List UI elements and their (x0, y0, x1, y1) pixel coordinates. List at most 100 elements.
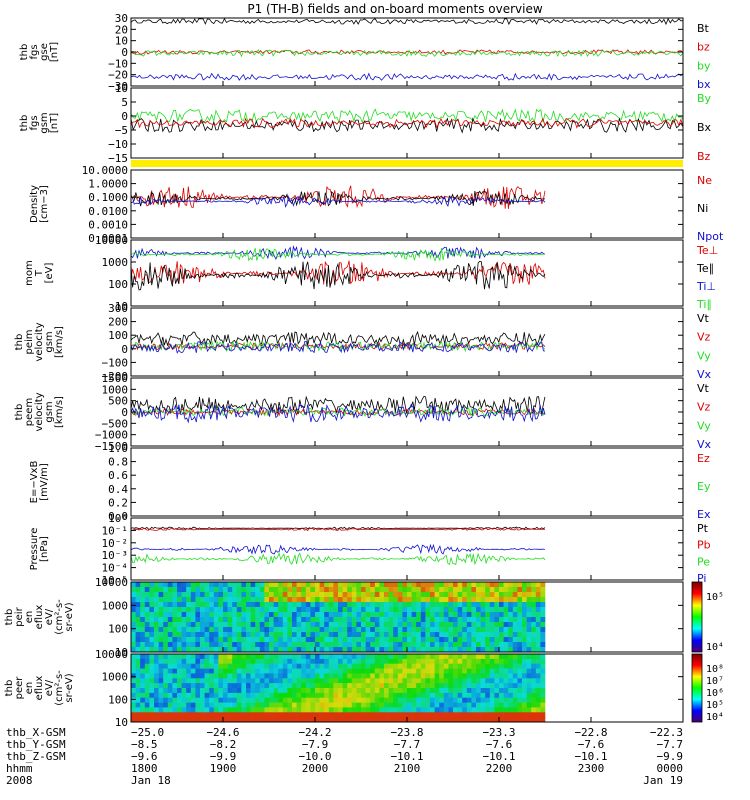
heatmap-cell (342, 658, 348, 665)
heatmap-cell (144, 627, 150, 633)
heatmap-cell (218, 673, 224, 679)
heatmap-cell (273, 637, 279, 643)
heatmap-cell (402, 663, 408, 669)
heatmap-cell (200, 668, 205, 674)
heatmap-cell (351, 582, 357, 588)
heatmap-cell (163, 592, 169, 598)
heatmap-cell (476, 587, 481, 593)
heatmap-cell (407, 607, 412, 613)
heatmap-cell (177, 602, 182, 608)
heatmap-cell (379, 642, 385, 648)
heatmap-cell (144, 673, 150, 679)
heatmap-cell (462, 717, 468, 723)
x-axis-value: −10.1 (390, 750, 423, 763)
heatmap-cell (342, 637, 348, 643)
heatmap-cell (282, 673, 288, 679)
heatmap-cell (287, 668, 293, 674)
heatmap-cell (462, 692, 468, 699)
heatmap-cell (499, 702, 504, 708)
heatmap-cell (347, 602, 353, 608)
heatmap-cell (351, 632, 357, 638)
y-tick-label: −100 (102, 356, 129, 369)
heatmap-cell (163, 688, 169, 694)
heatmap-cell (517, 673, 523, 679)
heatmap-cell (135, 612, 141, 618)
heatmap-cell (448, 712, 454, 718)
heatmap-cell (200, 688, 205, 694)
heatmap-cell (453, 642, 458, 648)
heatmap-cell (310, 673, 316, 679)
heatmap-cell (149, 683, 155, 689)
heatmap-cell (361, 637, 366, 643)
heatmap-cell (466, 658, 472, 665)
heatmap-cell (522, 612, 527, 618)
heatmap-cell (167, 627, 173, 633)
heatmap-cell (443, 697, 449, 703)
heatmap-cell (425, 697, 431, 703)
heatmap-cell (526, 607, 532, 613)
heatmap-cell (439, 617, 445, 623)
y-tick-label: −15 (108, 152, 128, 165)
heatmap-cell (241, 627, 247, 633)
heatmap-cell (535, 622, 541, 628)
heatmap-cell (264, 617, 270, 623)
heatmap-cell (333, 607, 339, 613)
heatmap-cell (209, 607, 215, 613)
heatmap-cell (333, 707, 339, 713)
heatmap-cell (522, 617, 527, 623)
heatmap-cell (158, 654, 164, 660)
heatmap-cell (407, 622, 412, 628)
heatmap-cell (223, 592, 228, 598)
series-line-Pi (130, 543, 546, 555)
heatmap-cell (535, 668, 541, 674)
heatmap-cell (209, 647, 215, 653)
heatmap-cell (402, 678, 408, 684)
heatmap-cell (462, 632, 468, 638)
heatmap-cell (347, 658, 353, 665)
heatmap-cell (250, 702, 256, 708)
heatmap-cell (342, 647, 348, 653)
y-tick-label: 10.0000 (82, 164, 128, 177)
heatmap-cell (282, 717, 288, 723)
heatmap-cell (480, 707, 486, 713)
heatmap-cell (342, 688, 348, 694)
heatmap-cell (135, 658, 141, 665)
heatmap-cell (333, 622, 339, 628)
y-tick-label: 10 (115, 82, 128, 95)
heatmap-cell (379, 607, 385, 613)
heatmap-cell (131, 688, 136, 694)
heatmap-cell (526, 582, 532, 588)
heatmap-cell (195, 717, 201, 723)
x-axis-value: −7.6 (486, 738, 513, 751)
heatmap-cell (370, 678, 376, 684)
heatmap-cell (489, 647, 495, 653)
heatmap-cell (342, 707, 348, 713)
heatmap-cell (269, 622, 274, 628)
heatmap-cell (167, 632, 173, 638)
heatmap-cell (351, 617, 357, 623)
heatmap-cell (131, 647, 136, 653)
heatmap-cell (512, 658, 518, 665)
heatmap-cell (154, 707, 159, 713)
y-tick-label: 1000 (102, 671, 129, 684)
heatmap-cell (351, 717, 357, 723)
heatmap-cell (282, 642, 288, 648)
heatmap-cell (177, 688, 182, 694)
heatmap-cell (374, 607, 380, 613)
heatmap-cell (448, 663, 454, 669)
heatmap-cell (443, 683, 449, 689)
heatmap-cell (499, 678, 504, 684)
heatmap-cell (457, 717, 463, 723)
heatmap-cell (526, 688, 532, 694)
heatmap-cell (384, 692, 389, 699)
heatmap-cell (269, 683, 274, 689)
heatmap-cell (540, 632, 546, 638)
x-axis-row-label: thb_Y-GSM (6, 738, 66, 751)
heatmap-cell (351, 712, 357, 718)
heatmap-cell (347, 663, 353, 669)
heatmap-cell (494, 602, 500, 608)
heatmap-cell (264, 692, 270, 699)
heatmap-cell (232, 692, 238, 699)
heatmap-cell (388, 607, 394, 613)
